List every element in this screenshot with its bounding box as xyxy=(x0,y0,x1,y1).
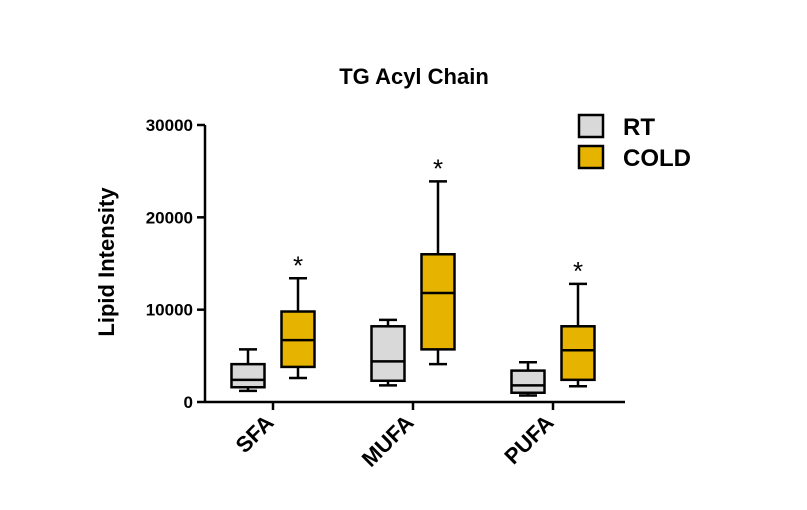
legend-swatch-cold xyxy=(577,144,605,170)
box-rt-mufa xyxy=(370,325,406,383)
box-rt-pufa xyxy=(510,369,546,395)
y-tick-label: 0 xyxy=(184,393,193,412)
x-tick-label: MUFA xyxy=(357,410,419,472)
y-tick-label: 30000 xyxy=(146,116,193,135)
legend-label-cold: COLD xyxy=(623,145,691,172)
significance-marker: * xyxy=(433,153,443,183)
x-tick-label: PUFA xyxy=(499,410,558,469)
chart-title: TG Acyl Chain xyxy=(339,64,489,89)
y-tick-label: 20000 xyxy=(146,208,193,227)
significance-marker: * xyxy=(573,256,583,286)
y-axis-label: Lipid Intensity xyxy=(94,187,119,337)
legend: RT COLD xyxy=(577,113,691,172)
plot-area: 0 10000 20000 30000 SFA MUFA PUFA * * * xyxy=(146,116,625,472)
box-cold-pufa xyxy=(560,325,596,382)
box-cold-mufa xyxy=(420,253,456,351)
box-rt-sfa xyxy=(230,362,266,389)
y-tick-label: 10000 xyxy=(146,301,193,320)
legend-label-rt: RT xyxy=(623,114,655,141)
x-tick-label: SFA xyxy=(231,410,279,458)
significance-marker: * xyxy=(293,250,303,280)
legend-swatch-rt xyxy=(577,113,605,139)
